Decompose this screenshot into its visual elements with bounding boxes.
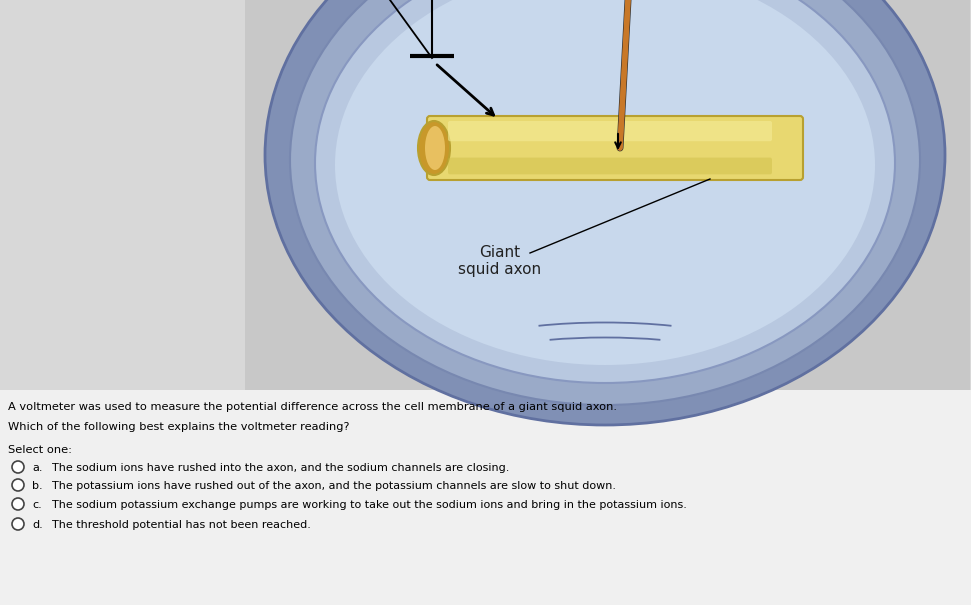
Text: c.: c. [32,500,42,510]
Circle shape [12,479,24,491]
Ellipse shape [290,0,920,405]
Text: d.: d. [32,520,43,530]
Circle shape [12,498,24,510]
Circle shape [12,461,24,473]
FancyBboxPatch shape [245,0,970,390]
Text: Which of the following best explains the voltmeter reading?: Which of the following best explains the… [8,422,350,432]
Text: The potassium ions have rushed out of the axon, and the potassium channels are s: The potassium ions have rushed out of th… [52,481,616,491]
Ellipse shape [265,0,945,425]
FancyBboxPatch shape [427,116,803,180]
Text: b.: b. [32,481,43,491]
Ellipse shape [425,126,445,170]
Text: A voltmeter was used to measure the potential difference across the cell membran: A voltmeter was used to measure the pote… [8,402,617,412]
Text: Giant
squid axon: Giant squid axon [458,245,542,278]
Text: a.: a. [32,463,43,473]
Text: Select one:: Select one: [8,445,72,455]
FancyBboxPatch shape [448,157,772,174]
Ellipse shape [418,121,450,175]
Ellipse shape [315,0,895,383]
FancyBboxPatch shape [0,390,971,605]
Ellipse shape [335,0,875,365]
Text: The threshold potential has not been reached.: The threshold potential has not been rea… [52,520,311,530]
Circle shape [12,518,24,530]
Text: The sodium ions have rushed into the axon, and the sodium channels are closing.: The sodium ions have rushed into the axo… [52,463,510,473]
FancyBboxPatch shape [0,0,245,390]
FancyBboxPatch shape [448,121,772,141]
Text: The sodium potassium exchange pumps are working to take out the sodium ions and : The sodium potassium exchange pumps are … [52,500,686,510]
